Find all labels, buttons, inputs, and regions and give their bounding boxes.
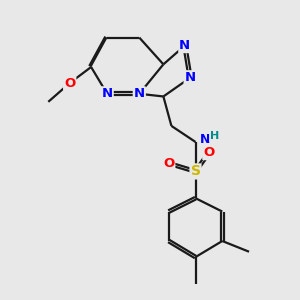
Text: N: N: [184, 71, 196, 84]
Text: S: S: [190, 164, 200, 178]
Text: O: O: [163, 157, 174, 170]
Text: N: N: [102, 87, 113, 100]
Text: N: N: [200, 133, 211, 146]
Text: O: O: [203, 146, 214, 159]
Text: H: H: [210, 131, 219, 141]
Text: N: N: [179, 39, 190, 52]
Text: N: N: [134, 87, 145, 100]
Text: O: O: [64, 76, 75, 90]
